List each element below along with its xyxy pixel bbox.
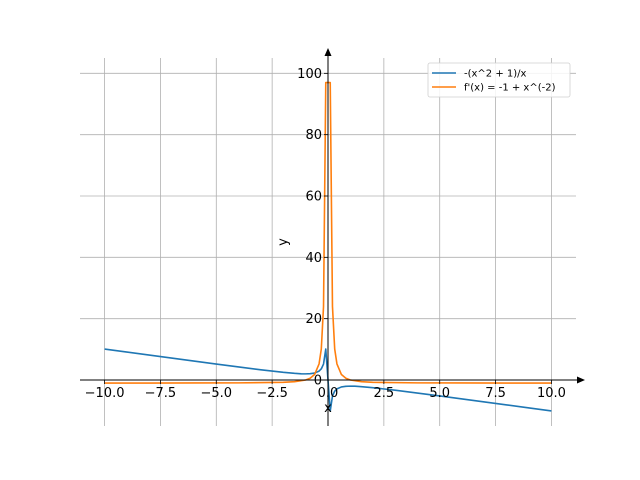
legend: -(x^2 + 1)/x f'(x) = -1 + x^(-2): [427, 62, 571, 98]
y-tick-label: 80: [305, 128, 322, 143]
x-tick-label: 0.0: [318, 386, 339, 401]
legend-box: [427, 62, 571, 98]
y-tick-label: 100: [297, 67, 322, 82]
tick-labels: −10.0 −7.5 −5.0 −2.5 0.0 2.5 5.0 7.5 10.0 0 20 40 60…: [85, 67, 566, 401]
y-axis-arrow: [324, 48, 332, 56]
y-axis-label: y: [276, 238, 291, 246]
legend-label: f'(x) = -1 + x^(-2): [464, 83, 556, 94]
x-axis-label: x: [324, 401, 332, 416]
x-tick-label: −2.5: [256, 386, 288, 401]
y-tick-label: 20: [305, 312, 322, 327]
x-axis-arrow: [577, 376, 585, 384]
legend-label: -(x^2 + 1)/x: [464, 69, 527, 80]
y-tick-label: 40: [305, 251, 322, 266]
y-tick-label: 60: [305, 190, 322, 205]
x-tick-label: 5.0: [429, 386, 450, 401]
x-tick-label: −10.0: [85, 386, 125, 401]
x-tick-label: −7.5: [145, 386, 177, 401]
x-tick-label: 2.5: [374, 386, 395, 401]
x-tick-label: 7.5: [485, 386, 506, 401]
axes: [80, 48, 585, 426]
y-tick-label: 0: [314, 374, 322, 389]
x-tick-label: −5.0: [200, 386, 232, 401]
x-tick-label: 10.0: [537, 386, 566, 401]
